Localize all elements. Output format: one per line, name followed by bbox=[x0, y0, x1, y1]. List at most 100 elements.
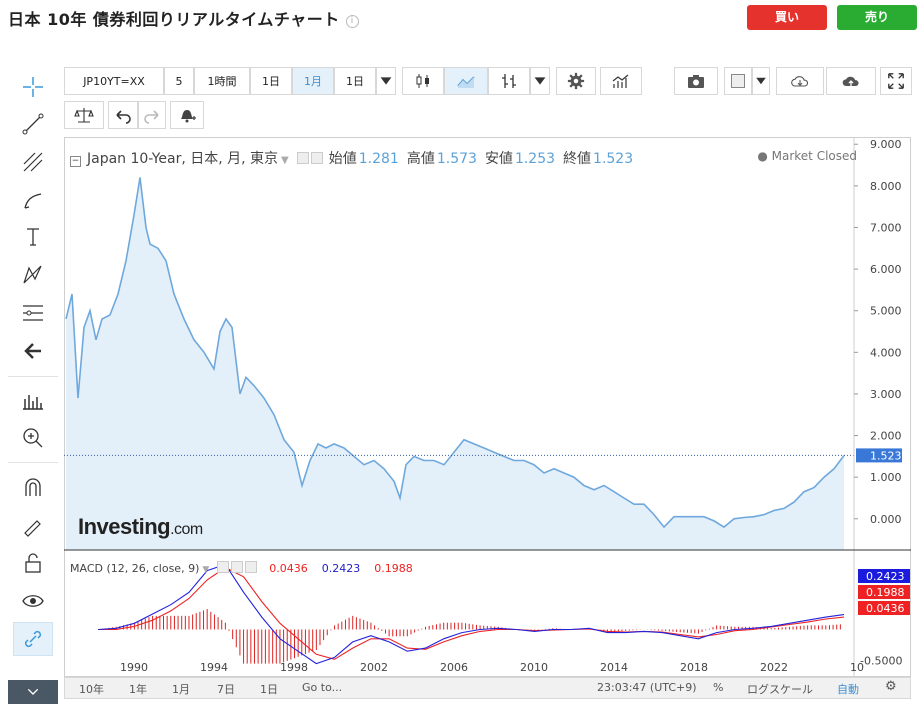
x-tick-label: 2014 bbox=[600, 661, 628, 674]
page-title: 日本 10年 債券利回りリアルタイムチャート i bbox=[8, 6, 359, 30]
clock-readout: 23:03:47 (UTC+9) bbox=[597, 681, 697, 694]
camera-icon[interactable] bbox=[674, 67, 718, 95]
chart-area[interactable] bbox=[64, 137, 911, 677]
pitchfork-icon[interactable] bbox=[8, 145, 58, 179]
macd-signal-line bbox=[98, 566, 845, 660]
interval-1m-button[interactable]: 1月 bbox=[292, 67, 334, 95]
percent-toggle[interactable]: % bbox=[713, 681, 724, 694]
legend-chevron-icon[interactable]: ▼ bbox=[281, 155, 289, 166]
cloud-download-icon[interactable] bbox=[776, 67, 824, 95]
buy-button[interactable]: 買い bbox=[747, 5, 827, 30]
pattern-icon[interactable] bbox=[8, 258, 58, 292]
y-tick-label: 3.000 bbox=[870, 388, 902, 401]
color-swatch-icon[interactable] bbox=[724, 67, 752, 95]
auto-scale-toggle[interactable]: 自動 bbox=[837, 683, 859, 696]
y-tick-label: 6.000 bbox=[870, 263, 902, 276]
last-price-tag bbox=[856, 448, 902, 463]
interval-1h-button[interactable]: 1時間 bbox=[194, 67, 250, 95]
link-icon[interactable] bbox=[13, 622, 53, 656]
bottom-bar: 10年 1年 1月 7日 1日 Go to... 23:03:47 (UTC+9… bbox=[64, 677, 911, 699]
unlock-icon[interactable] bbox=[8, 546, 58, 580]
y-tick-label: 1.000 bbox=[870, 471, 902, 484]
y-tick-label: 0.000 bbox=[870, 513, 902, 526]
price-line bbox=[65, 177, 845, 529]
fullscreen-icon[interactable] bbox=[880, 67, 912, 95]
range-7d-button[interactable]: 7日 bbox=[217, 683, 235, 696]
text-icon[interactable] bbox=[8, 220, 58, 254]
x-tick-label-partial: 10 bbox=[850, 661, 864, 674]
info-icon[interactable]: i bbox=[345, 15, 359, 28]
interval-dropdown-button[interactable]: 1日 bbox=[334, 67, 376, 95]
settings-gear-icon[interactable]: ⚙ bbox=[885, 679, 897, 694]
color-chevron-icon[interactable] bbox=[752, 67, 770, 95]
macd-value-tag bbox=[858, 601, 910, 615]
range-10y-button[interactable]: 10年 bbox=[79, 683, 104, 696]
range-1y-button[interactable]: 1年 bbox=[129, 683, 147, 696]
sell-button[interactable]: 売り bbox=[837, 5, 917, 30]
high-value: 1.573 bbox=[436, 151, 477, 167]
interval-chevron-icon[interactable] bbox=[376, 67, 396, 95]
scales-icon[interactable] bbox=[64, 101, 104, 129]
x-tick-label: 1998 bbox=[280, 661, 308, 674]
area-chart-icon[interactable] bbox=[444, 67, 488, 95]
candles-icon[interactable] bbox=[402, 67, 444, 95]
bar-type-icon[interactable] bbox=[488, 67, 530, 95]
x-tick-label: 2022 bbox=[760, 661, 788, 674]
macd-chevron-icon[interactable]: ▼ bbox=[202, 565, 210, 575]
gear-icon[interactable] bbox=[556, 67, 596, 95]
goto-button[interactable]: Go to... bbox=[302, 681, 343, 694]
add-alert-icon[interactable] bbox=[170, 101, 204, 129]
open-value: 1.281 bbox=[358, 151, 399, 167]
market-status: ● Market Closed bbox=[757, 149, 857, 163]
macd-value-tag-label: 0.2423 bbox=[866, 570, 905, 583]
brush-icon[interactable] bbox=[8, 183, 58, 217]
y-tick-label: 7.000 bbox=[870, 221, 902, 234]
macd-gear-icon[interactable] bbox=[231, 561, 244, 573]
magnet-icon[interactable] bbox=[8, 471, 58, 505]
low-value: 1.253 bbox=[514, 151, 556, 167]
y-tick-label: 4.000 bbox=[870, 346, 902, 359]
x-tick-label: 2018 bbox=[680, 661, 708, 674]
collapse-icon[interactable]: − bbox=[70, 156, 81, 167]
x-tick-label: 2010 bbox=[520, 661, 548, 674]
macd-eye-icon[interactable] bbox=[217, 561, 230, 573]
symbol-field[interactable]: JP10YT=XX bbox=[64, 67, 164, 95]
macd-close-icon[interactable] bbox=[245, 561, 258, 573]
price-area-fill bbox=[66, 177, 844, 550]
chevron-down-icon[interactable] bbox=[8, 680, 58, 704]
macd-value-tag-label: 0.1988 bbox=[866, 586, 905, 599]
y-tick-label: 8.000 bbox=[870, 180, 902, 193]
cloud-upload-icon[interactable] bbox=[826, 67, 876, 95]
log-scale-toggle[interactable]: ログスケール bbox=[747, 683, 813, 696]
macd-y-tick-label: -0.5000 bbox=[860, 655, 902, 668]
range-1d-button[interactable]: 1日 bbox=[260, 683, 278, 696]
undo-icon[interactable] bbox=[108, 101, 138, 129]
y-tick-label: 5.000 bbox=[870, 305, 902, 318]
interval-5-button[interactable]: 5 bbox=[164, 67, 194, 95]
arrow-left-icon[interactable] bbox=[8, 334, 58, 368]
eye-icon[interactable] bbox=[8, 584, 58, 618]
y-tick-label: 9.000 bbox=[870, 138, 902, 151]
legend-eye-icon[interactable] bbox=[296, 152, 309, 164]
macd-value-tag bbox=[858, 585, 910, 599]
pencil-lock-icon[interactable] bbox=[8, 508, 58, 542]
price-legend: − Japan 10-Year, 日本, 月, 東京 ▼ 始値 1.281 高値 1.573… bbox=[70, 151, 634, 167]
legend-gear-icon[interactable] bbox=[310, 152, 323, 164]
zoom-in-icon[interactable] bbox=[8, 421, 58, 455]
compare-icon[interactable] bbox=[600, 67, 642, 95]
macd-legend: MACD (12, 26, close, 9) ▼ 0.0436 0.2423 0.19… bbox=[70, 561, 413, 575]
last-price-tag-label: 1.523 bbox=[870, 449, 902, 462]
trendline-icon[interactable] bbox=[8, 107, 58, 141]
x-tick-label: 1994 bbox=[200, 661, 228, 674]
y-tick-label: 2.000 bbox=[870, 430, 902, 443]
range-1m-button[interactable]: 1月 bbox=[172, 683, 190, 696]
chart-type-chevron-icon[interactable] bbox=[530, 67, 550, 95]
interval-1d-button[interactable]: 1日 bbox=[250, 67, 292, 95]
redo-icon[interactable] bbox=[138, 101, 166, 129]
indicator-icon[interactable] bbox=[8, 384, 58, 418]
fib-icon[interactable] bbox=[8, 296, 58, 330]
macd-value-tag-label: 0.0436 bbox=[866, 602, 905, 615]
crosshair-icon[interactable] bbox=[8, 70, 58, 104]
macd-line bbox=[97, 563, 845, 665]
